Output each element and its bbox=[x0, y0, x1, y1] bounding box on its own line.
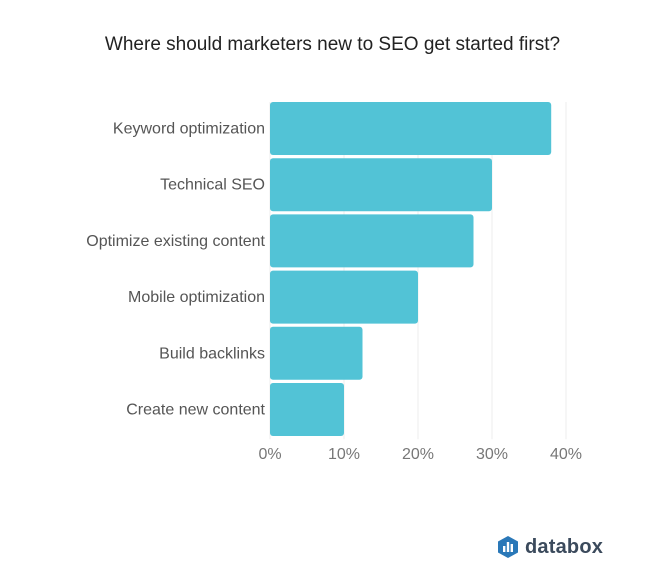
bar bbox=[270, 270, 418, 324]
databox-logo-icon bbox=[498, 536, 518, 558]
category-label: Optimize existing content bbox=[86, 233, 265, 250]
x-tick-label: 40% bbox=[550, 446, 582, 463]
x-tick-label: 20% bbox=[402, 446, 434, 463]
bar bbox=[270, 102, 552, 155]
category-label: Technical SEO bbox=[160, 177, 265, 194]
category-label: Create new content bbox=[126, 402, 265, 419]
category-label: Keyword optimization bbox=[113, 121, 265, 138]
bar bbox=[270, 383, 344, 436]
category-label: Mobile optimization bbox=[128, 289, 265, 306]
x-tick-label: 0% bbox=[258, 446, 281, 463]
x-axis-ticks: 0% 10% 20% 30% 40% bbox=[258, 446, 582, 463]
bar bbox=[270, 158, 492, 212]
x-tick-label: 30% bbox=[476, 446, 508, 463]
bar bbox=[270, 326, 363, 380]
bars bbox=[270, 102, 552, 436]
category-label: Build backlinks bbox=[159, 345, 265, 362]
chart-title: Where should marketers new to SEO get st… bbox=[104, 34, 561, 55]
bar bbox=[270, 214, 474, 268]
brand-name: databox bbox=[525, 535, 604, 558]
databox-brand: databox bbox=[497, 535, 603, 559]
category-labels: Keyword optimization Technical SEO Optimiz… bbox=[86, 121, 265, 419]
x-tick-label: 10% bbox=[328, 446, 360, 463]
